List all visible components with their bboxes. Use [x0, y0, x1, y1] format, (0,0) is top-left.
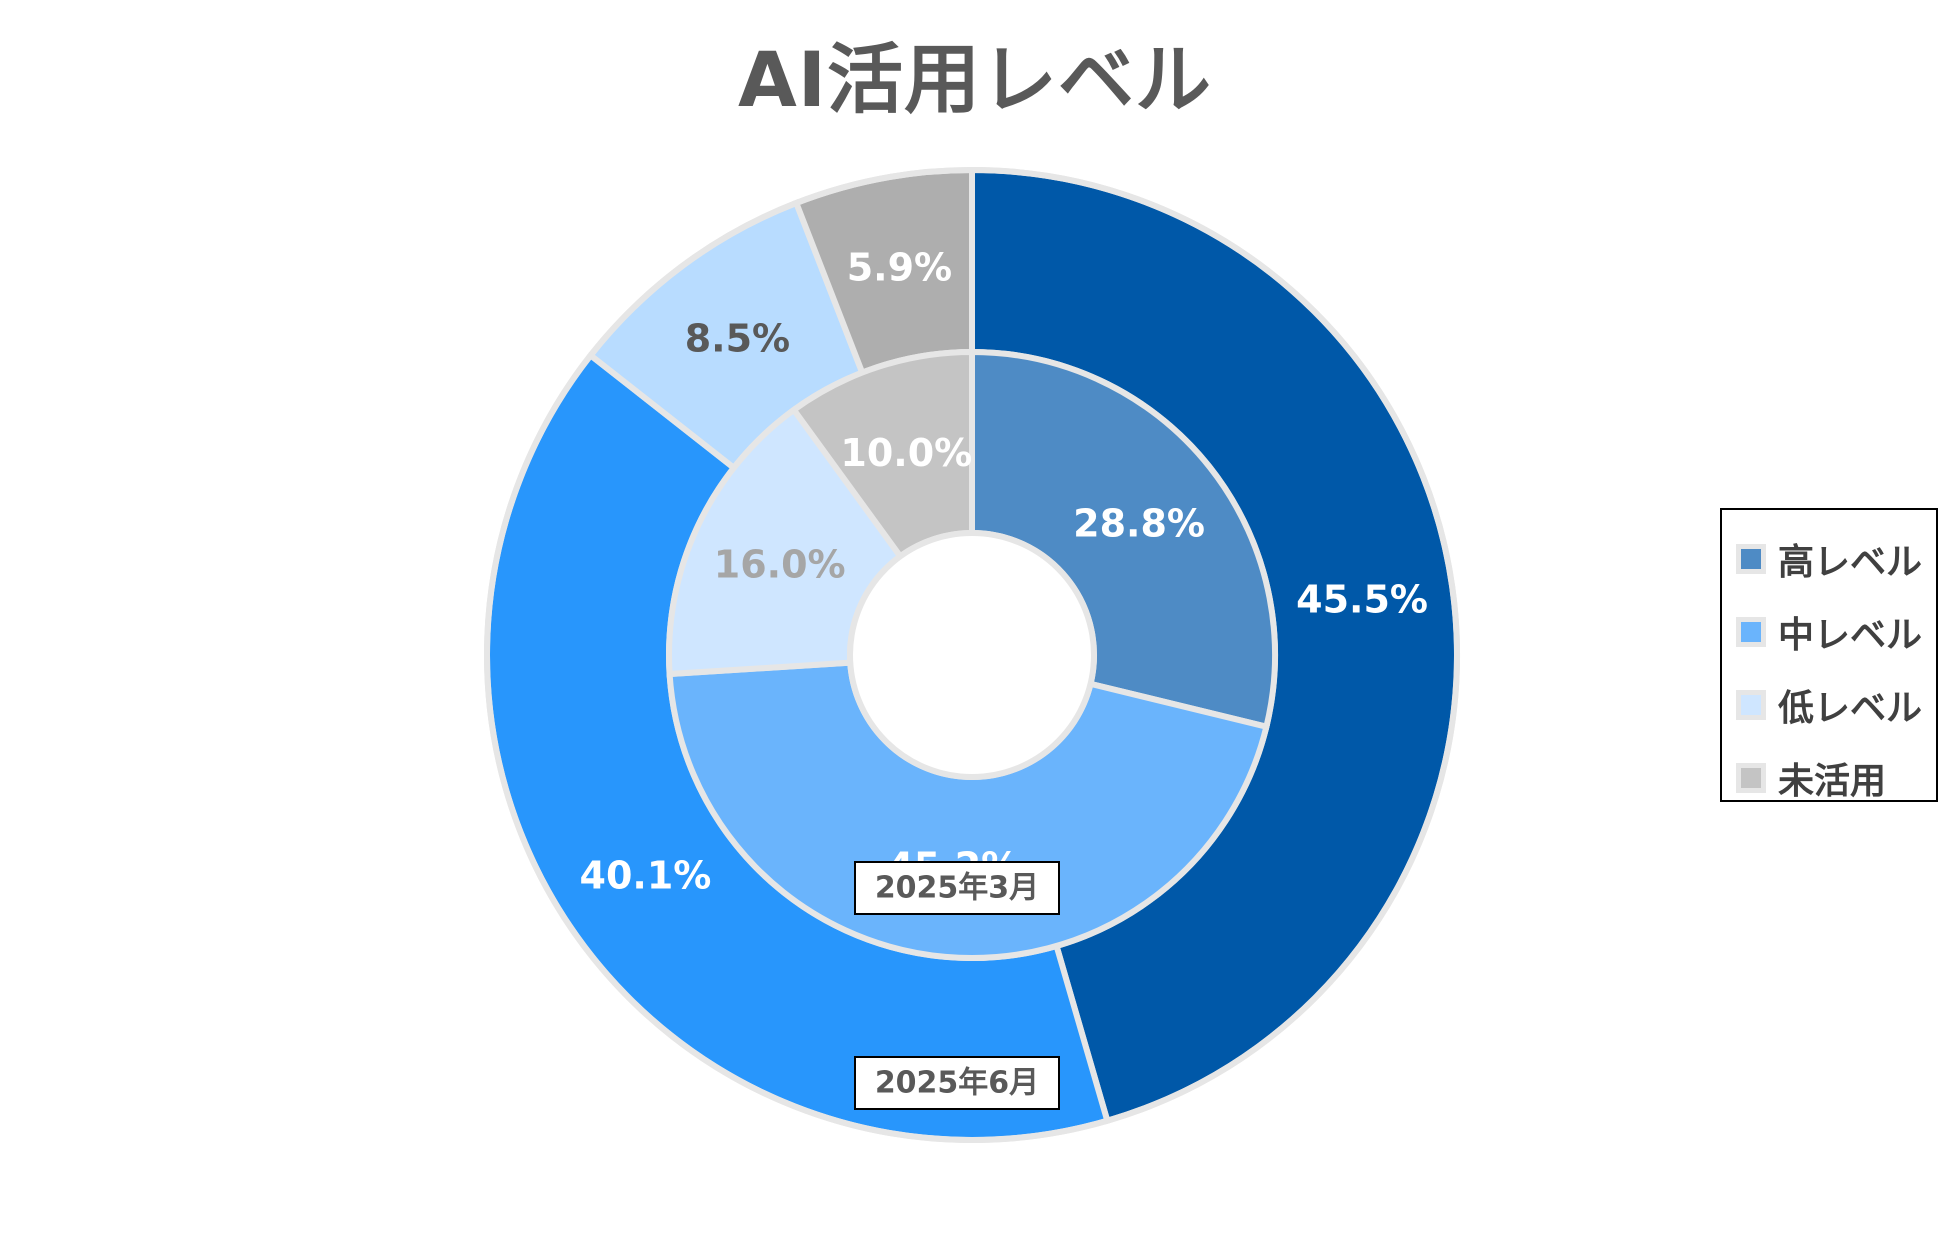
legend-label: 未活用 [1778, 760, 1887, 802]
legend-item-mid: 中レベル [1722, 595, 1936, 668]
legend-swatch [1736, 543, 1766, 574]
inner-series-tag-box [854, 861, 1060, 915]
donut-hole-edge [847, 530, 1097, 780]
outer-series-tag-box [854, 1056, 1060, 1110]
outer-label-low: 8.5% [685, 316, 790, 360]
series-name-tags: 2025年6月 2025年3月 [854, 861, 1060, 1110]
legend: 高レベル中レベル低レベル未活用 [1720, 508, 1938, 802]
legend-item-low: 低レベル [1722, 668, 1936, 741]
outer-label-mid: 40.1% [580, 853, 712, 897]
legend-label: 低レベル [1778, 687, 1923, 729]
legend-swatch [1736, 762, 1766, 793]
legend-swatch [1736, 689, 1766, 720]
legend-item-unused: 未活用 [1722, 741, 1936, 814]
inner-label-unused: 10.0% [840, 431, 972, 475]
outer-series-tag: 2025年6月 [875, 1066, 1039, 1101]
inner-label-high: 28.8% [1073, 502, 1205, 546]
inner-ring [666, 348, 1278, 961]
outer-label-high: 45.5% [1296, 577, 1428, 621]
chart-title: AI活用レベル [737, 35, 1213, 124]
legend-label: 高レベル [1778, 541, 1923, 583]
inner-series-tag: 2025年3月 [875, 871, 1039, 906]
inner-label-low: 16.0% [714, 543, 846, 587]
legend-label: 中レベル [1778, 614, 1923, 656]
outer-label-unused: 5.9% [847, 246, 952, 290]
legend-item-high: 高レベル [1722, 522, 1936, 595]
legend-swatch [1736, 616, 1766, 647]
outer-rim [484, 167, 1460, 1143]
